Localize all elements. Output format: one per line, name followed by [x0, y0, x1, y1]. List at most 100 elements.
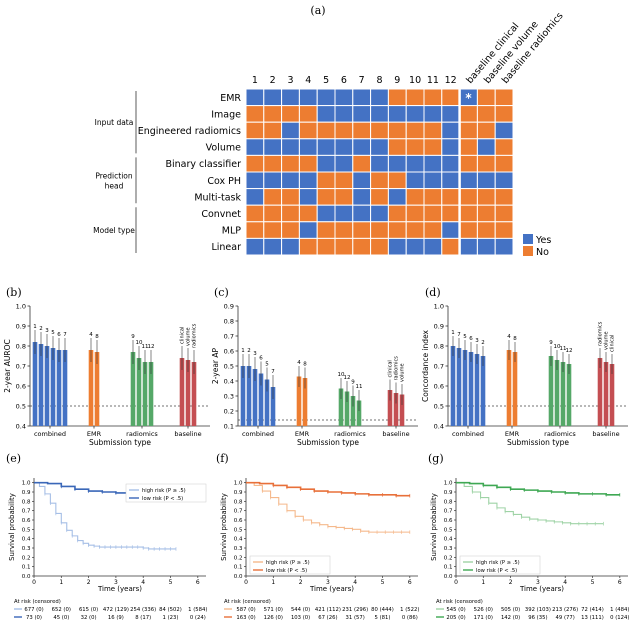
heatmap-cell	[281, 237, 300, 256]
bar	[240, 366, 246, 426]
heatmap-cell	[459, 171, 478, 190]
heatmap-cell	[405, 204, 425, 223]
legend-label: low risk (P < .5)	[142, 496, 183, 502]
heatmap-cell	[441, 204, 461, 223]
bar	[94, 352, 100, 426]
heatmap-cell	[352, 138, 372, 156]
y-tick-label: 0.9	[234, 490, 243, 496]
at-risk-cell: 80 (444)	[371, 607, 394, 613]
heatmap-row-label: Convnet	[201, 209, 241, 220]
heatmap-cell	[352, 237, 372, 256]
x-tick-label: baseline	[174, 430, 201, 438]
x-tick-label: EMR	[505, 430, 520, 438]
at-risk-cell: 205 (0)	[446, 615, 465, 621]
x-tick-label: 5	[169, 579, 173, 586]
at-risk-cell: 73 (0)	[26, 615, 42, 621]
heatmap-col-label: 12	[445, 75, 457, 86]
panel-label-c: (c)	[214, 286, 229, 299]
bar	[56, 350, 62, 426]
y-tick-label: 0.4	[224, 378, 234, 386]
at-risk-cell: 31 (57)	[346, 615, 365, 621]
heatmap-cell	[245, 221, 265, 239]
at-risk-cell: 545 (0)	[446, 607, 465, 613]
heatmap-cell	[263, 171, 283, 190]
heatmap-cell	[316, 138, 336, 156]
bar	[609, 364, 615, 426]
bar	[302, 378, 308, 426]
legend-box	[459, 555, 541, 575]
heatmap-cell	[387, 237, 407, 256]
heatmap-cell	[316, 154, 336, 173]
heatmap-cell	[298, 138, 318, 156]
heatmap-cell	[263, 237, 283, 256]
bar-label: 8	[513, 336, 517, 342]
at-risk-cell: 84 (502)	[159, 607, 182, 613]
heatmap-col-label: 6	[341, 75, 347, 86]
heatmap-cell	[476, 171, 496, 190]
heatmap-cell	[281, 88, 300, 107]
heatmap-cell	[387, 221, 407, 239]
y-axis-label: Concordance index	[421, 329, 430, 402]
heatmap-cell	[281, 221, 300, 239]
y-tick-label: 0.1	[444, 565, 453, 571]
heatmap-cell	[387, 138, 407, 156]
heatmap-cell	[352, 121, 372, 140]
bar-label: 6	[57, 332, 61, 338]
bar	[480, 356, 486, 426]
heatmap-row-label: Binary classifier	[165, 159, 241, 170]
legend-label: high risk (P ≥ .5)	[266, 560, 310, 566]
at-risk-cell: 392 (103)	[525, 607, 551, 613]
heatmap-cell	[370, 221, 389, 239]
at-risk-cell: 103 (0)	[291, 615, 310, 621]
y-tick-label: 0.7	[434, 363, 444, 371]
heatmap-cell	[476, 188, 496, 206]
bar-label: 5	[51, 330, 55, 336]
bar-label: 7	[271, 369, 275, 375]
heatmap-cell	[316, 221, 336, 239]
at-risk-cell: 677 (0)	[24, 607, 43, 613]
x-tick-label: combined	[242, 430, 274, 438]
x-tick-label: 3	[536, 579, 540, 586]
heatmap-cell	[334, 237, 354, 256]
heatmap-cell	[405, 237, 425, 256]
x-tick-label: 0	[454, 579, 458, 586]
bar-label: 2	[481, 340, 485, 346]
heatmap-cell	[352, 221, 372, 239]
bar	[393, 393, 399, 426]
at-risk-cell: 163 (0)	[236, 615, 255, 621]
panel-label-b: (b)	[6, 286, 22, 299]
heatmap-col-label: 4	[305, 75, 311, 86]
y-tick-label: 0.5	[444, 527, 453, 533]
heatmap-cell	[476, 237, 496, 256]
x-tick-label: 2	[509, 579, 513, 586]
x-tick-label: 2	[87, 579, 91, 586]
heatmap-cell	[441, 237, 461, 256]
y-axis-label: 2-year AUROC	[3, 339, 12, 392]
at-risk-cell: 213 (276)	[552, 607, 578, 613]
at-risk-cell: 72 (414)	[581, 607, 604, 613]
heatmap-cell	[334, 88, 354, 107]
y-tick-label: 0.6	[444, 518, 453, 524]
heatmap-cell	[441, 88, 461, 107]
y-tick-label: 0.9	[16, 323, 26, 331]
at-risk-cell: 171 (0)	[474, 615, 493, 621]
bar	[252, 369, 258, 426]
at-risk-cell: 1 (584)	[188, 607, 207, 613]
heatmap-row-label: Volume	[206, 143, 241, 154]
bar	[148, 362, 154, 426]
x-tick-label: EMR	[87, 430, 102, 438]
y-tick-label: 0.4	[234, 537, 243, 543]
bar-label: 8	[303, 362, 307, 368]
at-risk-cell: 126 (0)	[264, 615, 283, 621]
y-axis-label: 2-year AP	[211, 347, 220, 384]
heatmap-cell	[441, 188, 461, 206]
heatmap-cell	[441, 221, 461, 239]
y-tick-label: 0.6	[434, 383, 444, 391]
heatmap-cell	[459, 237, 478, 256]
y-tick-label: 0.9	[22, 490, 31, 496]
y-tick-label: 0.2	[224, 408, 234, 416]
group-label: head	[105, 181, 124, 190]
heatmap-cell	[281, 204, 300, 223]
at-risk-cell: 421 (112)	[315, 607, 341, 613]
